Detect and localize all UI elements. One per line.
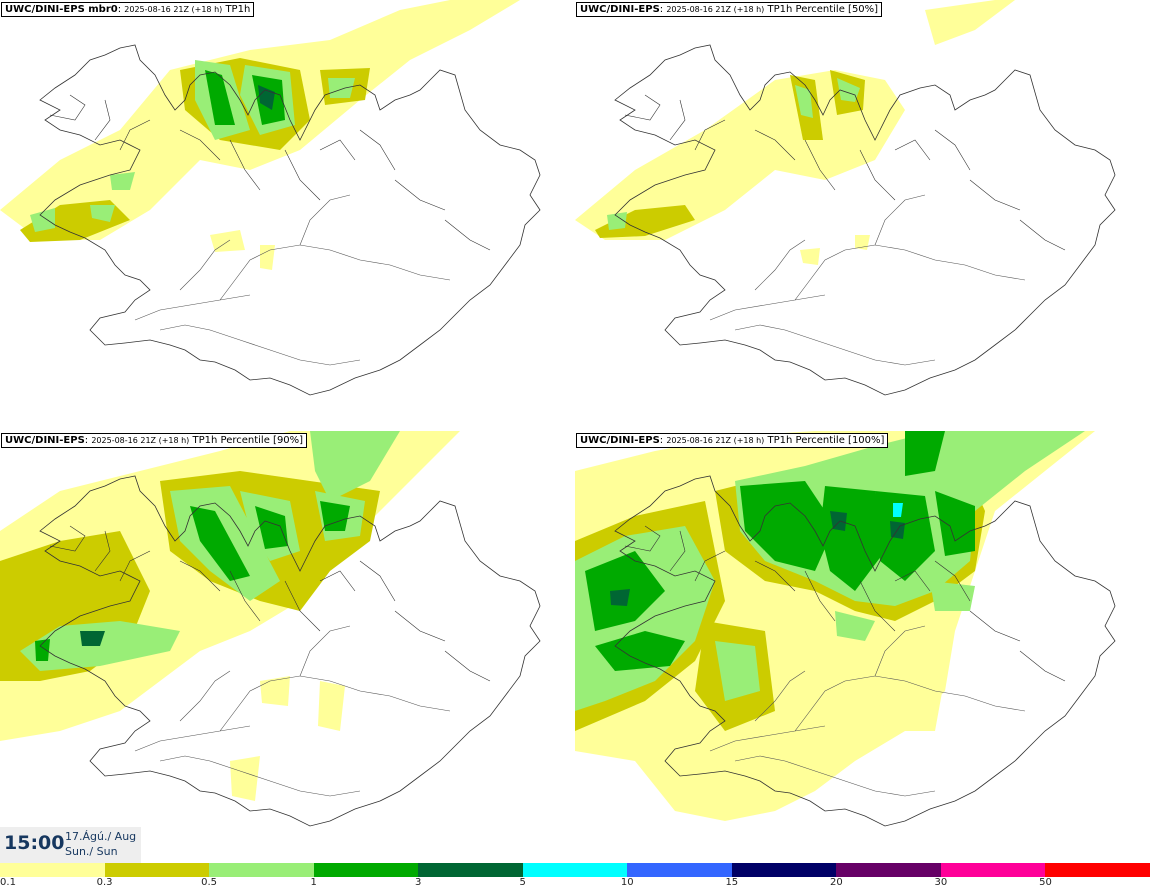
legend-swatch — [940, 863, 1046, 877]
legend-swatch — [836, 863, 941, 877]
legend-tick-label: 3 — [414, 877, 422, 888]
legend-tick-label: 0.1 — [0, 877, 16, 888]
map-panel-p50: UWC/DINI-EPS: 2025-08-16 21Z (+18 h) TP1… — [575, 0, 1150, 431]
legend-tick-label: 10 — [620, 877, 634, 888]
legend-swatch — [522, 863, 628, 877]
valid-time-box: 15:00 17.Ágú./ Aug Sun./ Sun — [0, 827, 141, 863]
valid-day: Sun./ Sun — [65, 845, 118, 858]
map-panel-p100: UWC/DINI-EPS: 2025-08-16 21Z (+18 h) TP1… — [575, 431, 1150, 862]
panel-title: UWC/DINI-EPS mbr0: 2025-08-16 21Z (+18 h… — [1, 2, 255, 17]
legend-swatch — [731, 863, 837, 877]
precip-field — [0, 0, 520, 270]
legend-tick-label: 15 — [725, 877, 739, 888]
legend-tick-label: 5 — [519, 877, 526, 888]
panel-title: UWC/DINI-EPS: 2025-08-16 21Z (+18 h) TP1… — [1, 433, 308, 448]
legend-tick-label: 50 — [1039, 877, 1052, 888]
legend-swatch — [1045, 863, 1150, 877]
precip-field — [575, 0, 1015, 265]
legend-swatch — [0, 863, 105, 877]
legend-tick-label: 1 — [310, 877, 317, 888]
panel-title: UWC/DINI-EPS: 2025-08-16 21Z (+18 h) TP1… — [576, 2, 883, 17]
map-panel-mbr0: UWC/DINI-EPS mbr0: 2025-08-16 21Z (+18 h… — [0, 0, 575, 431]
panel-title: UWC/DINI-EPS: 2025-08-16 21Z (+18 h) TP1… — [576, 433, 889, 448]
map-panel-p90: UWC/DINI-EPS: 2025-08-16 21Z (+18 h) TP1… — [0, 431, 575, 862]
color-legend-ticks: 0.1 0.3 0.5 1 3 5 10 15 20 30 50 — [0, 877, 1150, 891]
legend-tick-label: 30 — [934, 877, 948, 888]
legend-swatch — [313, 863, 419, 877]
valid-hour: 15:00 — [4, 832, 65, 854]
precip-field — [575, 431, 1095, 821]
legend-swatch — [418, 863, 523, 877]
legend-swatch — [627, 863, 732, 877]
legend-swatch — [209, 863, 314, 877]
legend-tick-label: 20 — [829, 877, 843, 888]
valid-date: 17.Ágú./ Aug — [65, 830, 137, 843]
precip-field — [0, 431, 460, 801]
color-legend — [0, 863, 1150, 877]
legend-tick-label: 0.3 — [96, 877, 113, 888]
legend-swatch — [104, 863, 210, 877]
legend-tick-label: 0.5 — [201, 877, 218, 888]
